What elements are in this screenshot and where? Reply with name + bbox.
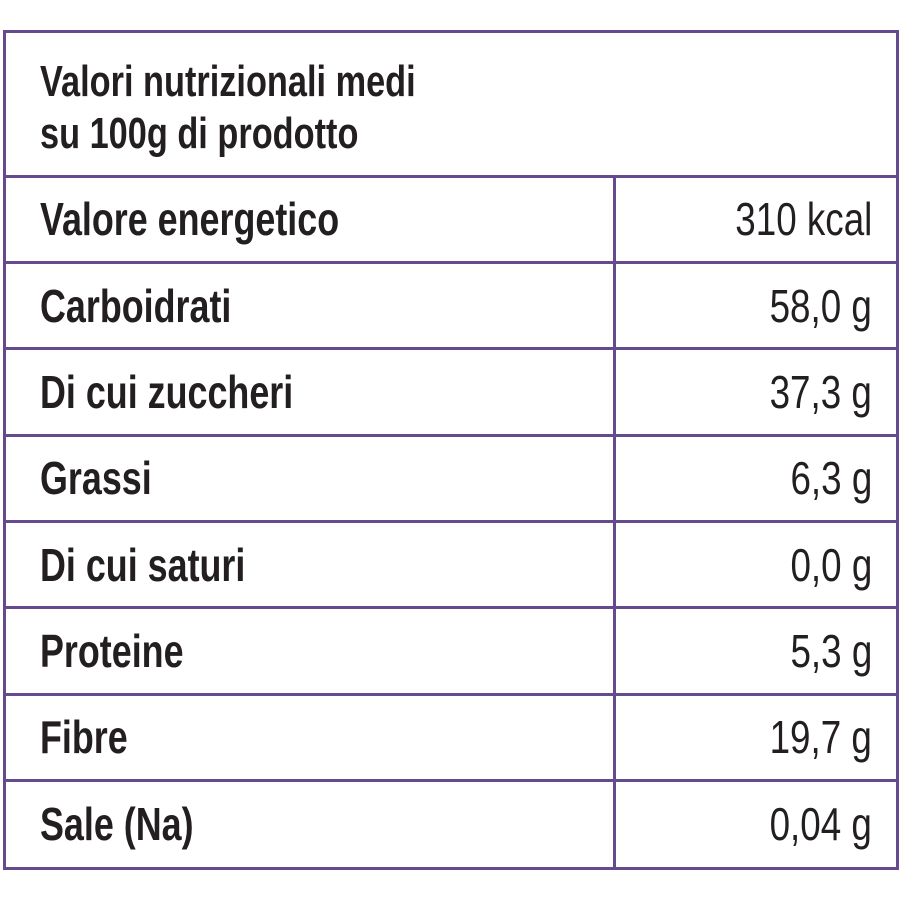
row-divider: [6, 433, 896, 437]
row-divider: [6, 520, 896, 523]
table-title: su 100g di prodotto: [40, 109, 359, 158]
row-divider: [6, 692, 896, 696]
row-divider: [6, 606, 896, 610]
nutrient-label: Sale (Na): [40, 797, 194, 850]
row-divider: [6, 260, 896, 264]
nutrient-value: 5,3 g: [790, 625, 872, 678]
nutrient-label: Grassi: [40, 452, 152, 505]
nutrient-label: Di cui saturi: [40, 538, 246, 591]
row-divider: [6, 174, 896, 178]
nutrient-value: 6,3 g: [790, 452, 872, 505]
nutrient-value: 19,7 g: [769, 711, 872, 764]
nutrient-label: Fibre: [40, 711, 128, 764]
table-title: Valori nutrizionali medi: [40, 57, 416, 106]
nutrient-value: 0,04 g: [769, 797, 872, 850]
row-divider: [6, 347, 896, 351]
nutrient-value: 58,0 g: [769, 279, 872, 332]
nutrient-label: Carboidrati: [40, 279, 232, 332]
row-divider: [6, 779, 896, 783]
nutrient-label: Proteine: [40, 625, 184, 678]
nutrient-value: 0,0 g: [790, 538, 872, 591]
nutrient-label: Di cui zuccheri: [40, 365, 294, 418]
nutrient-value: 37,3 g: [769, 365, 872, 418]
nutrient-value: 310 kcal: [734, 193, 872, 246]
nutrition-table: Valori nutrizionali medi su 100g di prod…: [3, 30, 899, 870]
nutrient-label: Valore energetico: [40, 193, 340, 246]
